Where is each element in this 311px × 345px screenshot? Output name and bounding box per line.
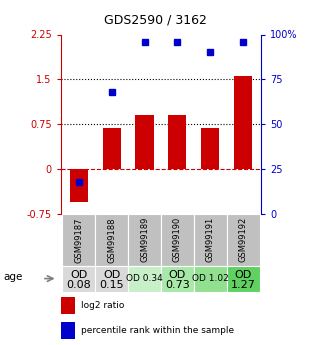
Bar: [62, 266, 95, 292]
Text: 0.08: 0.08: [66, 280, 91, 290]
Bar: [61, 297, 75, 314]
Bar: [227, 266, 260, 292]
Text: OD: OD: [103, 270, 120, 280]
Text: 1.27: 1.27: [231, 280, 256, 290]
Text: OD: OD: [234, 270, 252, 280]
Bar: [194, 214, 227, 266]
Bar: [161, 214, 194, 266]
Bar: [161, 266, 194, 292]
Bar: [194, 266, 227, 292]
Text: OD 0.34: OD 0.34: [126, 274, 163, 283]
Text: GDS2590 / 3162: GDS2590 / 3162: [104, 14, 207, 27]
Bar: [227, 214, 260, 266]
Bar: [95, 266, 128, 292]
Text: GSM99191: GSM99191: [206, 217, 215, 263]
Text: age: age: [3, 272, 22, 282]
Bar: [128, 214, 161, 266]
Bar: [95, 214, 128, 266]
Text: 0.15: 0.15: [99, 280, 124, 290]
Bar: [234, 76, 252, 169]
Text: 0.73: 0.73: [165, 280, 190, 290]
Text: GSM99187: GSM99187: [74, 217, 83, 263]
Text: GSM99188: GSM99188: [107, 217, 116, 263]
Text: log2 ratio: log2 ratio: [81, 301, 124, 310]
Text: OD: OD: [70, 270, 87, 280]
Bar: [103, 128, 121, 169]
Text: GSM99190: GSM99190: [173, 217, 182, 263]
Bar: [136, 115, 154, 169]
Bar: [168, 115, 186, 169]
Bar: [128, 266, 161, 292]
Text: GSM99192: GSM99192: [239, 217, 248, 263]
Text: percentile rank within the sample: percentile rank within the sample: [81, 326, 234, 335]
Bar: [62, 214, 95, 266]
Bar: [61, 322, 75, 339]
Bar: [70, 169, 88, 202]
Text: OD: OD: [169, 270, 186, 280]
Text: GSM99189: GSM99189: [140, 217, 149, 263]
Bar: [201, 128, 219, 169]
Text: OD 1.02: OD 1.02: [192, 274, 229, 283]
